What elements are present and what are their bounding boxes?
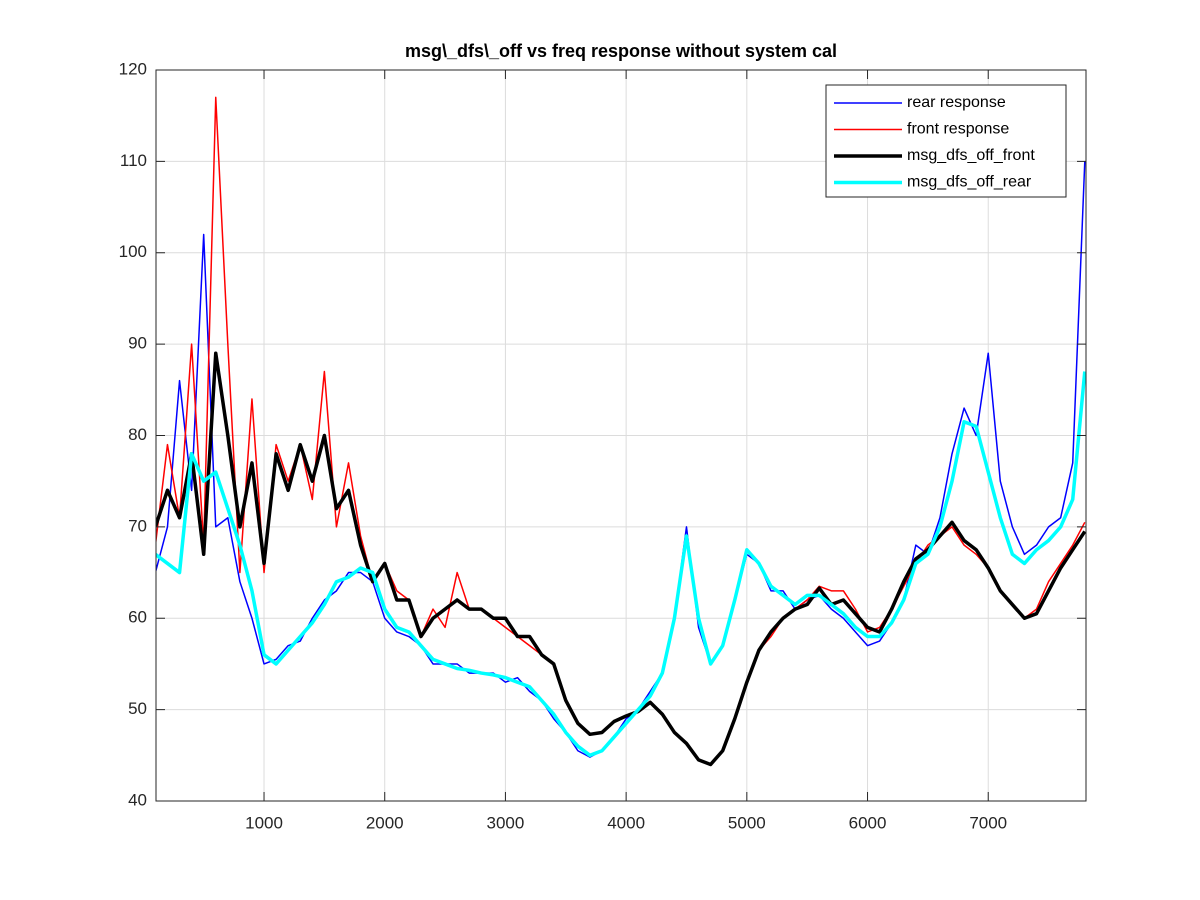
x-tick-label: 4000: [607, 813, 645, 832]
x-tick-label: 6000: [849, 813, 887, 832]
y-tick-label: 80: [128, 425, 147, 444]
legend-label: front response: [907, 121, 1009, 138]
x-tick-label: 2000: [366, 813, 404, 832]
x-tick-label: 5000: [728, 813, 766, 832]
y-tick-label: 110: [120, 151, 147, 170]
y-tick-label: 50: [128, 699, 147, 718]
y-tick-label: 100: [119, 242, 147, 261]
legend-label: rear response: [907, 94, 1006, 111]
legend-label: msg_dfs_off_rear: [907, 174, 1032, 191]
line-series: [156, 371, 1086, 758]
chart-title: msg\_dfs\_off vs freq response without s…: [405, 41, 837, 61]
y-tick-label: 70: [128, 516, 147, 535]
y-tick-label: 40: [128, 790, 147, 809]
y-tick-label: 90: [128, 334, 147, 353]
legend-label: msg_dfs_off_front: [907, 147, 1035, 164]
y-tick-label: 60: [128, 608, 147, 627]
x-tick-label: 7000: [969, 813, 1007, 832]
y-tick-label: 120: [119, 59, 147, 78]
x-tick-label: 1000: [245, 813, 283, 832]
x-tick-label: 3000: [487, 813, 525, 832]
